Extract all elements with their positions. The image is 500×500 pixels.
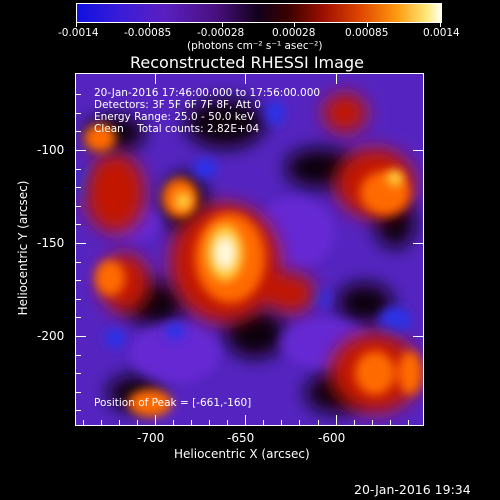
colorbar [76, 3, 442, 25]
colorbar-tick-label: -0.00028 [197, 27, 245, 39]
info-line-clean-counts: Clean Total counts: 2.82E+04 [94, 123, 260, 135]
x-tick-label: -650 [227, 431, 255, 445]
peak-position-label: Position of Peak = [-661,-160] [94, 397, 252, 409]
info-line-detectors: Detectors: 3F 5F 6F 7F 8F, Att 0 [94, 99, 261, 111]
colorbar-tick-label: 0.0014 [423, 27, 460, 39]
x-axis-label: Heliocentric X (arcsec) [174, 447, 310, 461]
colorbar-tick-label: 0.00085 [345, 27, 389, 39]
y-axis-label: Heliocentric Y (arcsec) [16, 180, 30, 316]
colorbar-units-label: (photons cm⁻² s⁻¹ asec⁻²) [187, 40, 323, 52]
y-tick-label: -100 [37, 143, 65, 157]
info-line-energy-range: Energy Range: 25.0 - 50.0 keV [94, 111, 255, 123]
colorbar-tick-label: -0.00085 [124, 27, 172, 39]
rhessi-image-canvas [75, 73, 423, 425]
rhessi-image [75, 73, 423, 425]
y-tick-label: -150 [37, 236, 65, 250]
colorbar-tick-label: -0.0014 [58, 27, 99, 39]
footer-timestamp: 20-Jan-2016 19:34 [354, 482, 471, 497]
y-tick-label: -200 [37, 329, 65, 343]
x-tick-label: -600 [318, 431, 346, 445]
colorbar-ticks [76, 22, 441, 27]
colorbar-tick-label: 0.00028 [272, 27, 316, 39]
plot-title: Reconstructed RHESSI Image [130, 53, 364, 72]
info-line-time-range: 20-Jan-2016 17:46:00.000 to 17:56:00.000 [94, 87, 321, 99]
colorbar-gradient [76, 3, 442, 23]
x-tick-label: -700 [137, 431, 165, 445]
